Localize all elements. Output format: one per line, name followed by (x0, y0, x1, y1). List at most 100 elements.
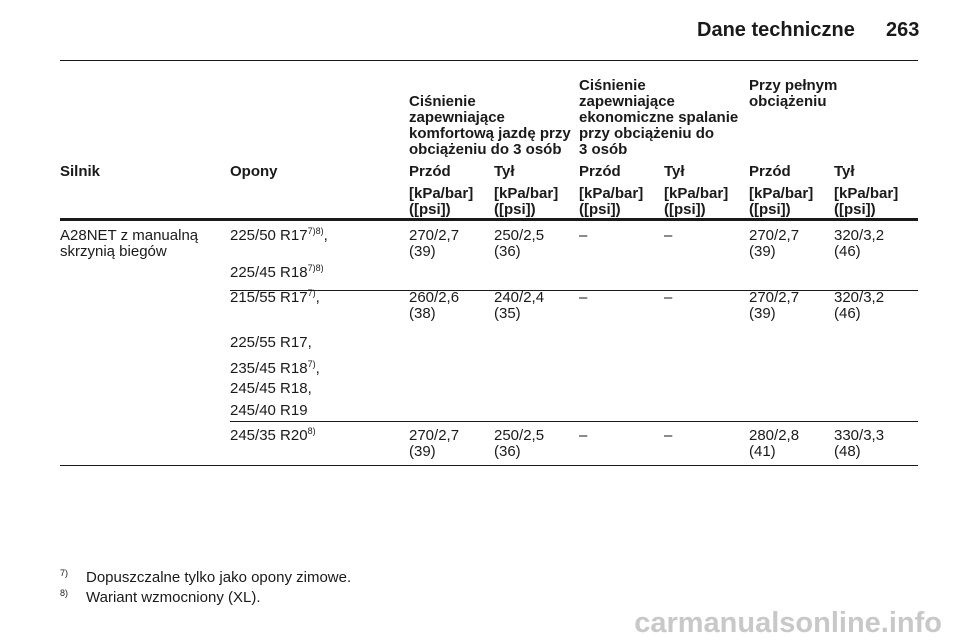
pressure-value: 270/2,7 (409, 227, 460, 244)
unit-label: ([psi]) (494, 201, 536, 218)
pressure-value: (46) (834, 243, 861, 260)
pressure-value: – (664, 289, 673, 306)
pressure-value: – (579, 227, 588, 244)
group-header: obciążeniu do 3 osób (409, 141, 562, 158)
group-header: Ciśnienie (409, 93, 476, 110)
unit-label: [kPa/bar] (749, 185, 814, 202)
watermark: carmanualsonline.info (634, 607, 942, 639)
pressure-value: (38) (409, 305, 436, 322)
tire-text: 215/55 R17 (230, 289, 308, 306)
pressure-value: (39) (409, 243, 436, 260)
table-bottom-rule (60, 465, 918, 466)
engine-name: skrzynią biegów (60, 243, 167, 260)
tire-text: 225/50 R17 (230, 227, 308, 244)
group-header: 3 osób (579, 141, 628, 158)
row-rule (230, 290, 918, 291)
unit-label: ([psi]) (664, 201, 706, 218)
group-header: komfortową jazdę przy (409, 125, 571, 142)
pressure-value: 320/3,2 (834, 227, 885, 244)
column-header: Silnik (60, 163, 101, 180)
pressure-value: – (579, 427, 588, 444)
tire-size: 215/55 R177), (230, 288, 320, 306)
footnote-ref: 7)8) (307, 263, 324, 273)
tire-text: 245/35 R20 (230, 427, 308, 444)
column-header: Tył (664, 163, 685, 180)
group-header: przy obciążeniu do (579, 125, 715, 142)
pressure-value: 330/3,3 (834, 427, 885, 444)
tire-text: 245/40 R19 (230, 402, 308, 419)
tire-suffix: , (315, 360, 320, 377)
unit-label: [kPa/bar] (834, 185, 899, 202)
pressure-value: (48) (834, 443, 861, 460)
tire-size: 245/45 R18, (230, 381, 312, 397)
group-header: Ciśnienie (579, 77, 646, 94)
tire-text: 225/45 R18 (230, 264, 308, 281)
column-header: Tył (494, 163, 515, 180)
column-header: Przód (579, 163, 621, 180)
tire-suffix: , (315, 289, 320, 306)
group-header: zapewniające (579, 93, 675, 110)
group-header: obciążeniu (749, 93, 827, 110)
footnote-ref: 7) (307, 359, 316, 369)
tire-text: 235/45 R18 (230, 360, 308, 377)
page-title: Dane techniczne (697, 19, 855, 41)
column-header: Opony (230, 163, 278, 180)
unit-label: [kPa/bar] (409, 185, 474, 202)
tire-suffix: , (323, 227, 328, 244)
column-header: Tył (834, 163, 855, 180)
pressure-value: 270/2,7 (409, 427, 460, 444)
table-header-rule (60, 218, 918, 221)
pressure-value: 260/2,6 (409, 289, 460, 306)
pressure-value: 270/2,7 (749, 227, 800, 244)
pressure-value: (36) (494, 243, 521, 260)
footnote-ref: 8) (307, 426, 316, 436)
group-header: Przy pełnym (749, 77, 838, 94)
unit-label: ([psi]) (834, 201, 876, 218)
footnote-mark: 8) (60, 588, 69, 598)
tire-size: 245/40 R19 (230, 403, 308, 419)
unit-label: [kPa/bar] (494, 185, 559, 202)
column-header: Przód (749, 163, 791, 180)
tire-size: 245/35 R208) (230, 426, 316, 444)
unit-label: [kPa/bar] (579, 185, 644, 202)
header-rule (60, 60, 918, 61)
pressure-value: 240/2,4 (494, 289, 545, 306)
tire-text: 225/55 R17, (230, 334, 312, 351)
pressure-value: 280/2,8 (749, 427, 800, 444)
pressure-value: (36) (494, 443, 521, 460)
group-header: zapewniające (409, 109, 505, 126)
unit-label: ([psi]) (409, 201, 451, 218)
footnote-ref: 7)8) (307, 226, 324, 236)
row-rule (230, 421, 918, 422)
footnote-text: Dopuszczalne tylko jako opony zimowe. (86, 569, 352, 586)
column-header: Przód (409, 163, 451, 180)
pressure-value: (39) (749, 305, 776, 322)
tire-size: 225/45 R187)8) (230, 263, 324, 281)
pressure-value: (35) (494, 305, 521, 322)
tire-text: 245/45 R18, (230, 380, 312, 397)
unit-label: [kPa/bar] (664, 185, 729, 202)
footnote-text: Wariant wzmocniony (XL). (86, 589, 261, 606)
tire-size: 225/55 R17, (230, 335, 312, 351)
tire-size: 225/50 R177)8), (230, 226, 328, 244)
pressure-value: – (664, 427, 673, 444)
pressure-value: (39) (749, 243, 776, 260)
group-header: ekonomiczne spalanie (579, 109, 739, 126)
footnote-ref: 7) (307, 288, 316, 298)
pressure-value: (41) (749, 443, 776, 460)
pressure-value: 250/2,5 (494, 227, 545, 244)
footnote-mark: 7) (60, 568, 69, 578)
pressure-value: 250/2,5 (494, 427, 545, 444)
pressure-value: 320/3,2 (834, 289, 885, 306)
pressure-value: (46) (834, 305, 861, 322)
pressure-value: (39) (409, 443, 436, 460)
page-number: 263 (886, 19, 920, 41)
pressure-value: – (579, 289, 588, 306)
pressure-value: 270/2,7 (749, 289, 800, 306)
pressure-value: – (664, 227, 673, 244)
tire-size: 235/45 R187), (230, 359, 320, 377)
unit-label: ([psi]) (579, 201, 621, 218)
unit-label: ([psi]) (749, 201, 791, 218)
engine-name: A28NET z manualną (60, 227, 199, 244)
